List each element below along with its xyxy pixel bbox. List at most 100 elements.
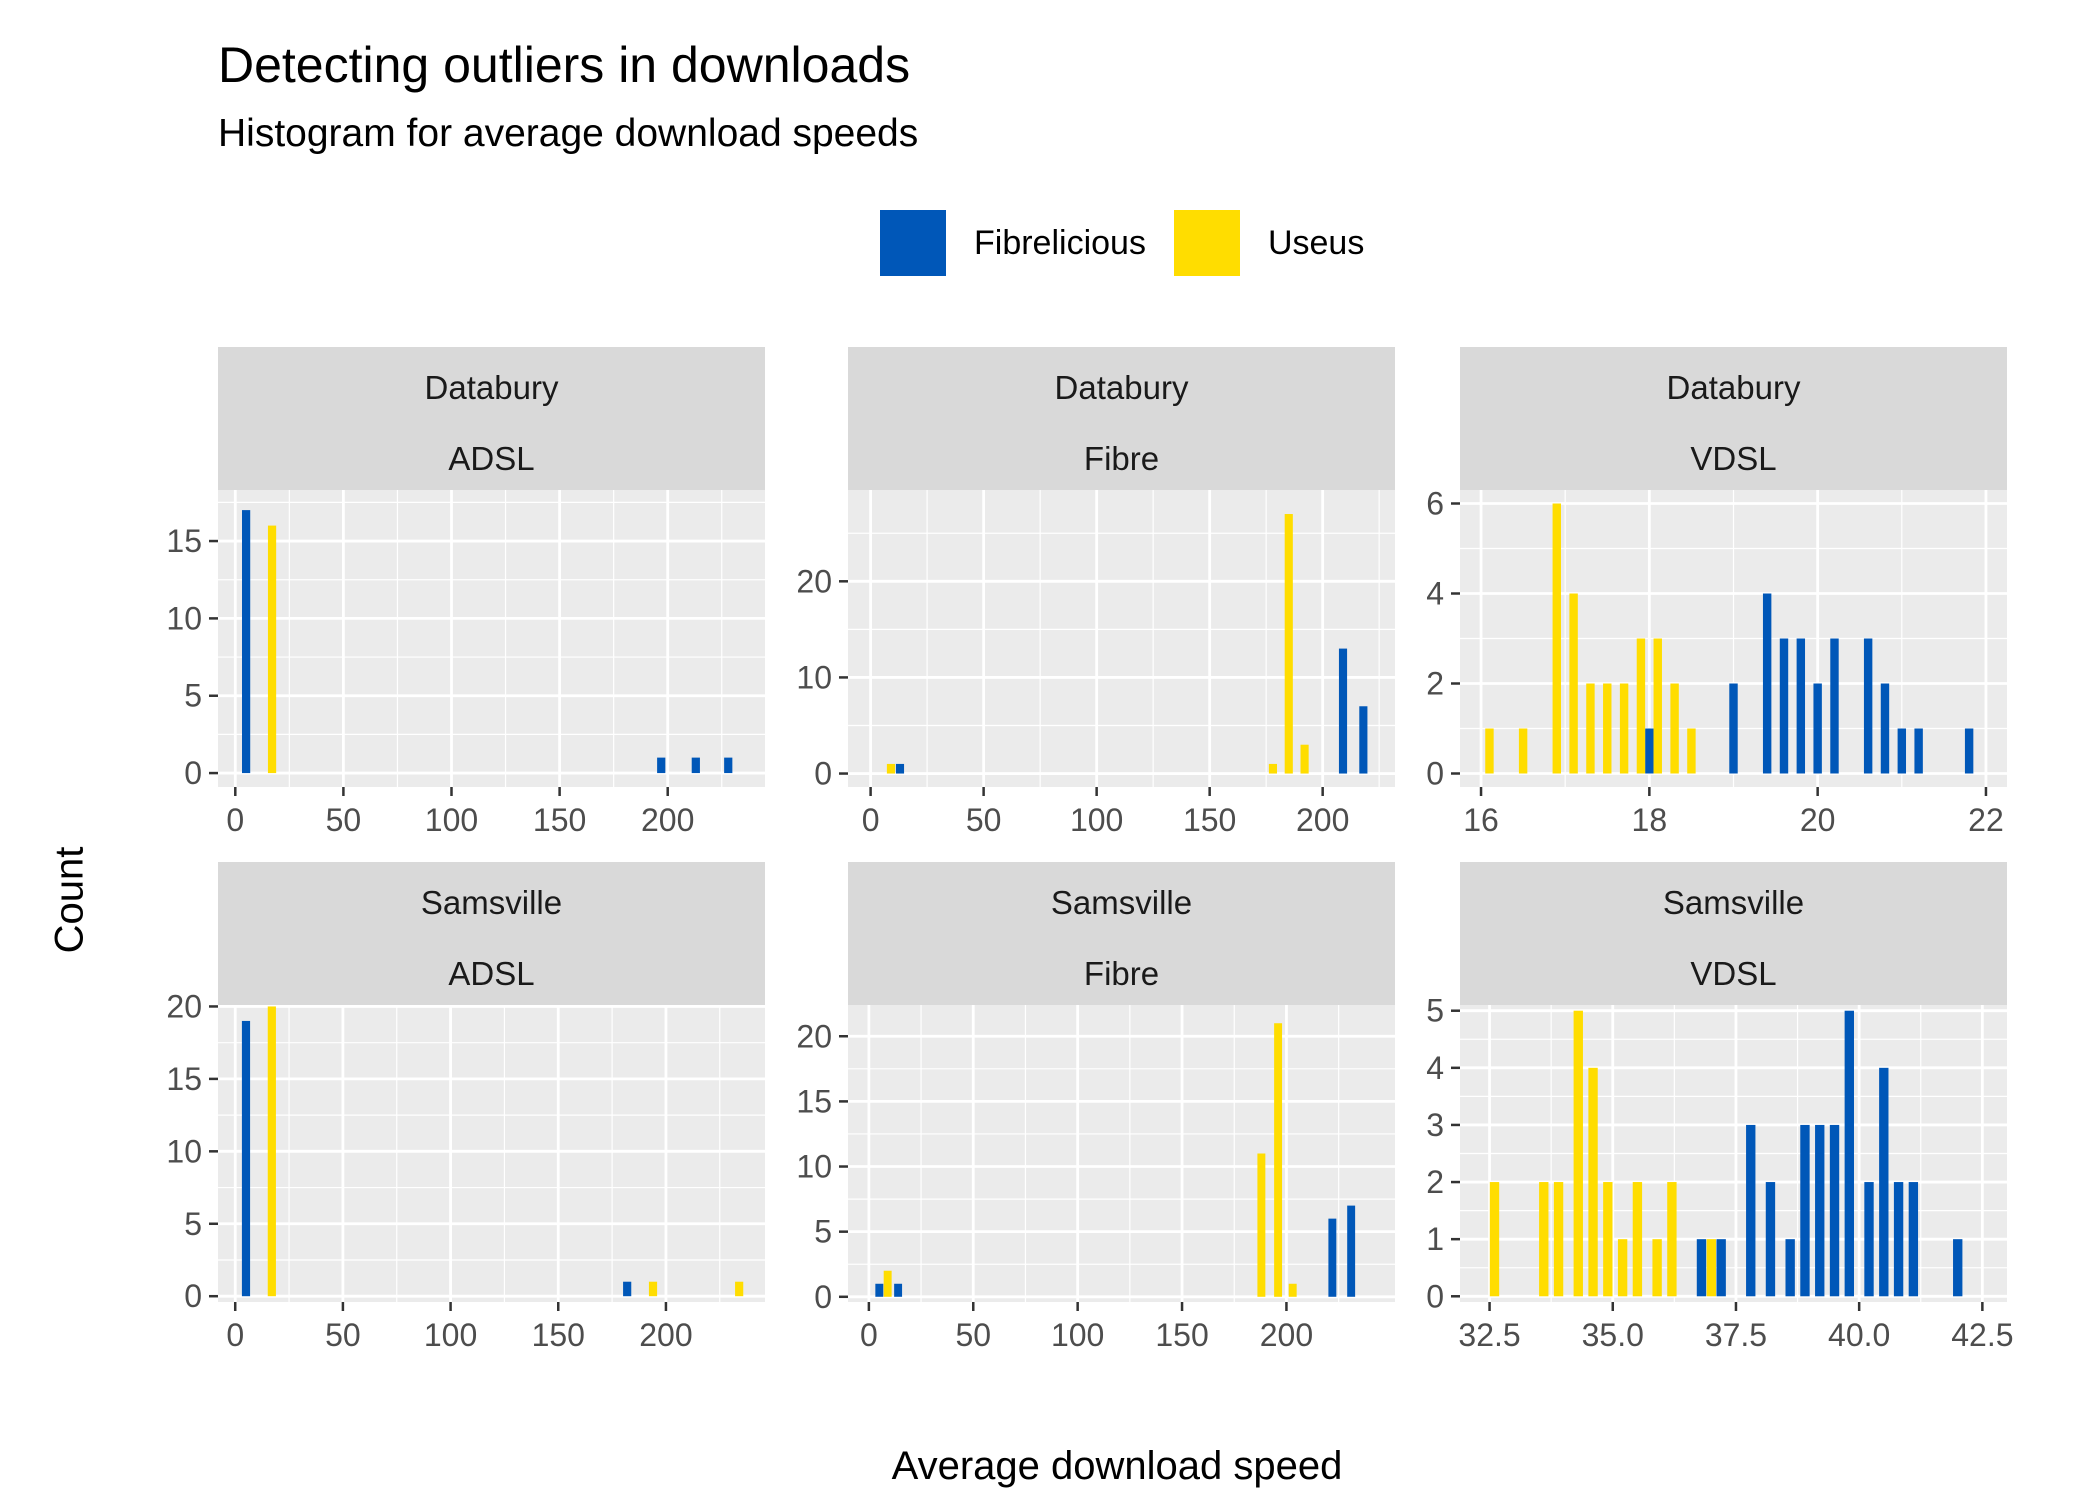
facet-databury-fibre: Databury Fibre 0 50 100 150 200 0 10 20: [796, 347, 1395, 838]
y-tick-label: 5: [184, 1206, 202, 1242]
y-tick-label: 15: [166, 1061, 202, 1097]
x-tick-label: 40.0: [1828, 1317, 1890, 1353]
bar-fibrelicious: [1729, 683, 1738, 774]
bar-fibrelicious: [1844, 1010, 1854, 1297]
y-tick-label: 0: [1426, 756, 1444, 792]
legend-key-fibrelicious: [880, 210, 946, 276]
x-tick-label: 37.5: [1705, 1317, 1767, 1353]
bar-useus: [1274, 1023, 1283, 1297]
x-tick-label: 22: [1968, 802, 2004, 838]
y-tick-label: 0: [1426, 1278, 1444, 1314]
legend-label-fibrelicious: Fibrelicious: [974, 223, 1146, 262]
y-tick-label: 20: [796, 1018, 832, 1054]
strip-town-label: Databury: [1667, 369, 1801, 406]
chart-subtitle: Histogram for average download speeds: [218, 112, 919, 155]
facet-samsville-adsl: Samsville ADSL 0 50 100 150 200 0 5 10 15 20: [166, 862, 765, 1353]
y-tick-label: 0: [184, 755, 202, 791]
bar-fibrelicious: [1815, 1124, 1825, 1297]
bar-fibrelicious: [1779, 638, 1789, 774]
bar-useus: [1667, 1182, 1677, 1297]
panel-databury-fibre: [848, 490, 1395, 787]
bar-fibrelicious: [1338, 648, 1348, 774]
y-tick-label: 20: [166, 988, 202, 1024]
bar-useus: [1636, 638, 1646, 774]
x-tick-label: 150: [1183, 802, 1236, 838]
panel-samsville-fibre: [848, 1005, 1395, 1302]
x-tick-label: 18: [1632, 802, 1668, 838]
strip-databury-fibre: [848, 347, 1395, 490]
y-tick-label: 20: [796, 563, 832, 599]
x-tick-label: 50: [955, 1317, 991, 1353]
y-tick-label: 4: [1426, 1050, 1444, 1086]
strip-town-label: Databury: [425, 369, 559, 406]
bar-useus: [1489, 1182, 1500, 1297]
bar-fibrelicious: [1746, 1124, 1756, 1297]
x-tick-label: 0: [862, 802, 880, 838]
bar-useus: [1257, 1153, 1266, 1297]
bar-fibrelicious: [894, 1283, 903, 1297]
x-tick-label: 200: [639, 1317, 692, 1353]
bar-fibrelicious: [1908, 1182, 1919, 1297]
bar-useus: [1300, 744, 1309, 774]
strip-technology-label: Fibre: [1084, 440, 1159, 477]
strip-samsville-fibre: [848, 862, 1395, 1005]
strip-databury-adsl: [218, 347, 765, 490]
x-tick-label: 32.5: [1458, 1317, 1520, 1353]
legend-item-useus: Useus: [1173, 210, 1364, 276]
bar-fibrelicious: [895, 763, 905, 774]
bar-fibrelicious: [691, 757, 700, 774]
bar-useus: [1485, 728, 1494, 774]
strip-technology-label: VDSL: [1690, 440, 1776, 477]
bar-fibrelicious: [875, 1283, 884, 1297]
y-tick-label: 5: [1426, 993, 1444, 1029]
bar-useus: [1706, 1239, 1717, 1297]
x-tick-label: 50: [326, 802, 362, 838]
bar-fibrelicious: [1893, 1182, 1904, 1297]
y-tick-label: 0: [184, 1278, 202, 1314]
x-tick-label: 150: [1155, 1317, 1208, 1353]
x-axis-label: Average download speed: [891, 1444, 1343, 1488]
legend-key-useus: [1173, 210, 1240, 276]
bar-fibrelicious: [724, 757, 733, 774]
bar-useus: [267, 525, 277, 774]
bar-fibrelicious: [1785, 1239, 1795, 1297]
bar-useus: [1617, 1239, 1628, 1297]
x-tick-label: 100: [1070, 802, 1123, 838]
bar-useus: [1588, 1067, 1598, 1297]
y-tick-label: 4: [1426, 576, 1444, 612]
panel-databury-adsl: [218, 490, 765, 787]
bar-useus: [1552, 503, 1561, 774]
bar-fibrelicious: [1830, 638, 1839, 774]
x-tick-label: 200: [641, 802, 694, 838]
bar-useus: [1619, 683, 1629, 774]
bar-useus: [735, 1281, 744, 1297]
bar-useus: [1603, 683, 1612, 774]
strip-technology-label: VDSL: [1690, 955, 1776, 992]
y-tick-label: 5: [814, 1214, 832, 1250]
strip-town-label: Samsville: [1051, 884, 1192, 921]
strip-town-label: Databury: [1055, 369, 1189, 406]
bar-fibrelicious: [1914, 728, 1923, 774]
bar-fibrelicious: [1800, 1124, 1810, 1297]
bar-useus: [1653, 638, 1662, 774]
bar-useus: [648, 1281, 658, 1297]
y-tick-label: 10: [166, 1133, 202, 1169]
y-tick-label: 0: [814, 1279, 832, 1315]
bar-useus: [1573, 1010, 1583, 1297]
bar-fibrelicious: [1863, 638, 1873, 774]
y-tick-label: 6: [1426, 486, 1444, 522]
x-tick-label: 100: [424, 1317, 477, 1353]
bar-fibrelicious: [1813, 683, 1822, 774]
bar-useus: [1670, 683, 1679, 774]
bar-fibrelicious: [1347, 1205, 1356, 1297]
bar-useus: [1603, 1182, 1613, 1297]
bar-fibrelicious: [1864, 1182, 1874, 1297]
strip-town-label: Samsville: [421, 884, 562, 921]
bar-useus: [267, 1006, 276, 1297]
bar-useus: [883, 1270, 892, 1297]
bar-fibrelicious: [623, 1281, 632, 1297]
strip-databury-vdsl: [1460, 347, 2007, 490]
y-tick-label: 5: [184, 678, 202, 714]
bar-useus: [1632, 1182, 1643, 1297]
bar-fibrelicious: [1796, 638, 1806, 774]
